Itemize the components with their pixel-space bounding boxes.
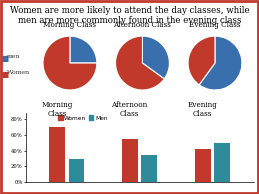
Legend: Women, Men: Women, Men <box>59 115 108 120</box>
Title: Evening Class: Evening Class <box>189 21 241 29</box>
Wedge shape <box>116 36 164 90</box>
Text: ■: ■ <box>1 70 9 79</box>
Wedge shape <box>142 36 169 79</box>
Text: Women are more likely to attend the day classes, while
men are more commonly fou: Women are more likely to attend the day … <box>10 6 249 25</box>
Bar <box>195 149 211 182</box>
Bar <box>69 158 84 182</box>
Wedge shape <box>43 36 97 90</box>
Text: ■: ■ <box>1 54 9 63</box>
Wedge shape <box>199 36 242 90</box>
Wedge shape <box>188 36 215 85</box>
Text: Women: Women <box>6 70 30 75</box>
Text: Afternoon
Class: Afternoon Class <box>111 101 148 118</box>
Text: Evening
Class: Evening Class <box>187 101 217 118</box>
Bar <box>214 143 230 182</box>
Title: Afternoon Class: Afternoon Class <box>113 21 171 29</box>
Bar <box>141 155 157 182</box>
Text: men: men <box>6 54 20 59</box>
Wedge shape <box>70 36 97 63</box>
Text: Morning
Class: Morning Class <box>41 101 73 118</box>
Bar <box>49 127 65 182</box>
Bar <box>122 139 138 182</box>
Title: Morning Class: Morning Class <box>44 21 96 29</box>
